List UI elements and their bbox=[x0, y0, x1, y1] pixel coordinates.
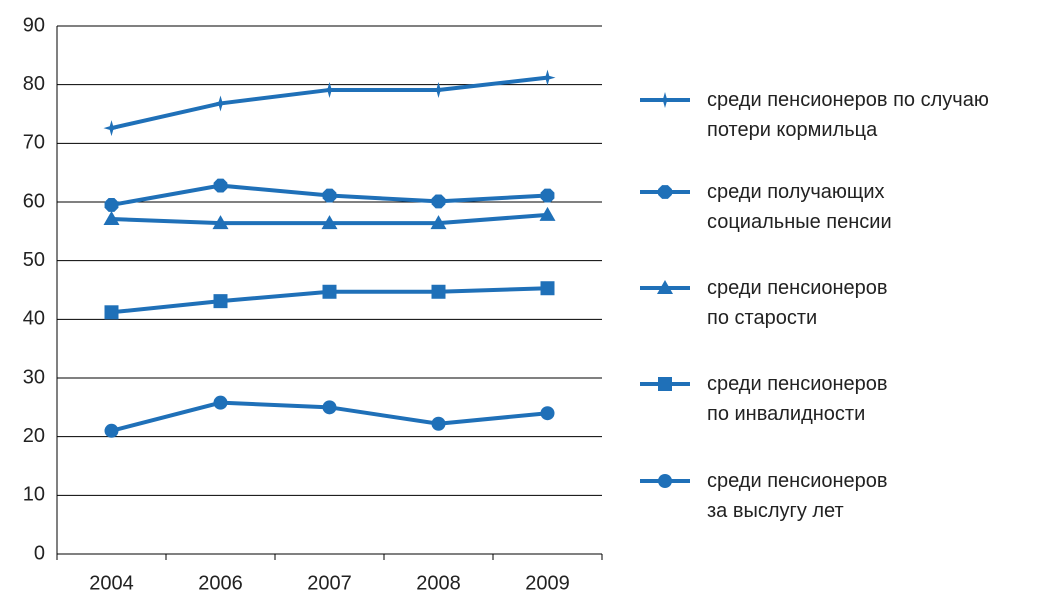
y-tick-label: 60 bbox=[23, 190, 45, 212]
y-tick-label: 80 bbox=[23, 73, 45, 95]
marker bbox=[658, 474, 672, 488]
marker bbox=[104, 198, 119, 212]
marker bbox=[322, 188, 337, 203]
y-tick-label: 20 bbox=[23, 425, 45, 447]
y-tick-label: 40 bbox=[23, 308, 45, 330]
marker bbox=[103, 211, 120, 226]
x-tick-label: 2004 bbox=[89, 572, 134, 594]
marker bbox=[212, 215, 229, 230]
y-tick-label: 0 bbox=[34, 542, 45, 564]
legend-label: среди пенсионеров по случаю потери корми… bbox=[707, 89, 989, 141]
marker bbox=[539, 206, 556, 221]
marker bbox=[104, 305, 119, 320]
y-tick-label: 10 bbox=[23, 484, 45, 506]
marker bbox=[322, 284, 337, 299]
marker bbox=[540, 281, 555, 296]
marker bbox=[657, 92, 673, 108]
marker bbox=[213, 178, 228, 193]
marker bbox=[321, 215, 338, 230]
legend-label: среди пенсионеров по старости bbox=[707, 277, 888, 329]
y-tick-label: 70 bbox=[23, 132, 45, 154]
legend-label: среди пенсионеров за выслугу лет bbox=[707, 470, 888, 522]
y-tick-label: 50 bbox=[23, 249, 45, 271]
marker bbox=[431, 284, 446, 299]
marker bbox=[104, 423, 119, 438]
marker bbox=[540, 188, 555, 203]
marker bbox=[213, 294, 228, 309]
marker bbox=[431, 194, 446, 209]
marker bbox=[658, 377, 672, 391]
x-tick-label: 2008 bbox=[416, 572, 461, 594]
marker bbox=[658, 185, 672, 199]
x-tick-label: 2009 bbox=[525, 572, 570, 594]
marker bbox=[657, 280, 673, 294]
legend-label: среди получающих социальные пенсии bbox=[707, 181, 892, 233]
marker bbox=[540, 406, 555, 421]
marker bbox=[431, 416, 446, 431]
marker bbox=[430, 81, 447, 98]
y-tick-label: 90 bbox=[23, 14, 45, 36]
marker bbox=[430, 215, 447, 230]
x-tick-label: 2007 bbox=[307, 572, 352, 594]
marker bbox=[321, 81, 338, 98]
y-tick-label: 30 bbox=[23, 366, 45, 388]
x-tick-label: 2006 bbox=[198, 572, 243, 594]
marker bbox=[539, 69, 556, 86]
marker bbox=[213, 395, 228, 410]
marker bbox=[322, 400, 337, 415]
legend-label: среди пенсионеров по инвалидности bbox=[707, 373, 888, 425]
marker bbox=[103, 120, 120, 137]
marker bbox=[212, 95, 229, 112]
